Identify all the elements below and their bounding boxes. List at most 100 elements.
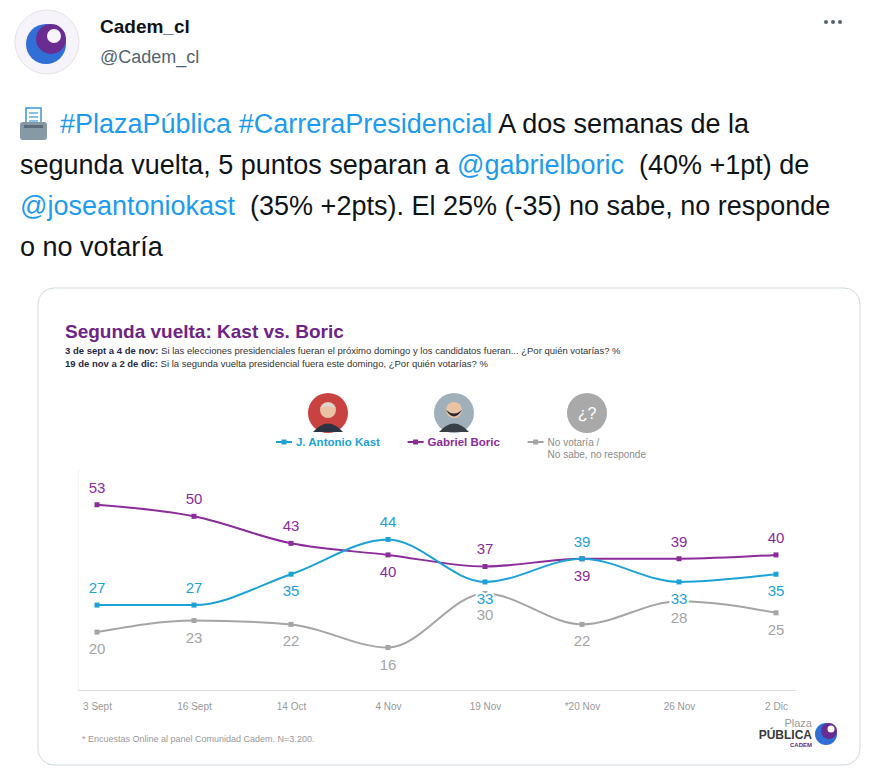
menu-button[interactable] — [824, 20, 842, 24]
data-label: 39 — [574, 533, 591, 550]
tweet-link[interactable]: @gabrielboric — [457, 150, 624, 180]
author-name: Cadem_cl — [100, 16, 190, 37]
tweet-word — [562, 191, 570, 221]
logo-mark — [821, 723, 837, 739]
legend-label-line: J. Antonio Kast — [296, 436, 380, 448]
tweet-word: 25% — [443, 191, 497, 221]
tweet-word: votaría — [80, 232, 163, 262]
logo-mark — [815, 723, 837, 745]
x-tick: 19 Nov — [470, 690, 502, 712]
data-label: 40 — [768, 529, 785, 546]
tweet-link[interactable]: @joseantoniokast — [20, 191, 235, 221]
tweet-word — [35, 232, 43, 262]
point — [95, 502, 100, 507]
avatar-ring — [15, 10, 79, 74]
data-label: 53 — [89, 479, 106, 496]
tweet-word: +1pt) — [710, 150, 772, 180]
menu-dot — [824, 20, 828, 24]
data-label: 22 — [283, 632, 300, 649]
point — [289, 572, 294, 577]
tweet-word: responde — [718, 191, 831, 221]
logo-text: CADEM — [790, 742, 812, 748]
data-label: 16 — [380, 656, 397, 673]
portrait-bg — [308, 393, 348, 433]
tweet-word — [235, 191, 250, 221]
tweet-word — [233, 150, 241, 180]
tweet-text: #PlazaPública #CarreraPresidencial A dos… — [20, 104, 852, 268]
tweet-word — [830, 191, 838, 221]
plot-area — [95, 502, 779, 650]
x-tick-label: 19 Nov — [470, 701, 502, 712]
tweet-word — [73, 232, 81, 262]
x-tick-label: 3 Sept — [83, 701, 112, 712]
point — [774, 572, 779, 577]
tweet-word: vuelta, — [131, 150, 211, 180]
tweet-word — [211, 150, 219, 180]
point — [774, 610, 779, 615]
menu-dot — [831, 20, 835, 24]
unknown-circle — [567, 393, 607, 433]
ballot-box — [20, 122, 47, 140]
footnote: * Encuestas Online al panel Comunidad Ca… — [82, 734, 314, 744]
tweet-word: 5 — [218, 150, 233, 180]
avatar-shape — [26, 24, 66, 64]
tweet-link[interactable]: #PlazaPública — [60, 109, 231, 139]
point — [580, 556, 585, 561]
x-tick: 2 Dic — [765, 690, 788, 712]
tweet-word — [404, 191, 412, 221]
legend-label: Gabriel Boric — [428, 436, 501, 448]
point — [483, 579, 488, 584]
x-tick-label: *20 Nov — [565, 701, 601, 712]
tweet-word — [231, 109, 239, 139]
legend-item: Gabriel Boric — [408, 436, 501, 448]
tweet-word: no — [680, 191, 710, 221]
tweet-word: de — [690, 109, 720, 139]
portrait-hair — [320, 403, 336, 408]
portrait-face — [446, 402, 462, 418]
x-tick: 4 Nov — [375, 690, 401, 712]
tweet-word: no — [43, 232, 73, 262]
tweet-word: la — [728, 109, 749, 139]
data-label: 25 — [768, 621, 785, 638]
tweet-word — [449, 150, 457, 180]
tweet-word — [683, 109, 691, 139]
data-label: 30 — [477, 606, 494, 623]
data-label: 39 — [671, 533, 688, 550]
data-label: 23 — [186, 629, 203, 646]
chart-subtitle: 19 de nov a 2 de dic: Si la segunda vuel… — [65, 358, 489, 369]
card — [38, 288, 860, 765]
tweet-word — [673, 191, 681, 221]
x-tick: 26 Nov — [664, 690, 696, 712]
logo-text: PÚBLICA — [759, 727, 813, 742]
tweet-word: (40% — [639, 150, 702, 180]
point — [289, 541, 294, 546]
chart-title: Segunda vuelta: Kast vs. Boric — [65, 321, 344, 342]
data-label: 28 — [671, 609, 688, 626]
tweet-word — [492, 109, 498, 139]
tweet-word: +2pts). — [321, 191, 404, 221]
data-label: 37 — [477, 540, 494, 557]
data-labels: 5327205027234335224440163733303939223933… — [89, 479, 785, 673]
tweet-link[interactable]: #CarreraPresidencial — [239, 109, 493, 139]
point — [774, 552, 779, 557]
tweet-word — [721, 109, 729, 139]
x-tick: 14 Oct — [277, 690, 307, 712]
tweet-word: de — [779, 150, 809, 180]
data-label: 22 — [574, 632, 591, 649]
tweet-word: a — [434, 150, 449, 180]
tweet-word: separan — [329, 150, 427, 180]
x-tick: 3 Sept — [83, 690, 112, 712]
point — [580, 622, 585, 627]
x-tick-label: 26 Nov — [664, 701, 696, 712]
legend-label-line: Gabriel Boric — [428, 436, 501, 448]
tweet-word: (-35) — [505, 191, 562, 221]
subtitle-lead: 19 de nov a 2 de dic: — [65, 358, 158, 369]
logo: PlazaPÚBLICACADEM — [759, 717, 837, 748]
legend-icon — [434, 393, 474, 433]
point — [677, 579, 682, 584]
tweet-word: (35% — [250, 191, 313, 221]
x-axis-line — [78, 690, 796, 691]
menu-dot — [838, 20, 842, 24]
legend-label: J. Antonio Kast — [296, 436, 380, 448]
author-handle: @Cadem_cl — [100, 47, 199, 68]
